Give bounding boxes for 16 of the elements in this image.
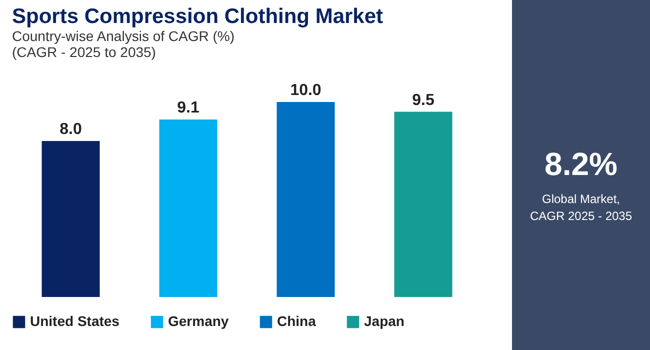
category-label: United States (30, 313, 120, 329)
text: 8.2% (544, 146, 618, 183)
data-label: 8.0 (60, 121, 82, 138)
chart-subtitle: Country-wise Analysis of CAGR (%) (CAGR - 2025 to 2035) (12, 28, 235, 60)
text: Global Market, CAGR 2025 - 2035 (530, 190, 632, 224)
data-label: 10.0 (290, 82, 322, 99)
bar (159, 120, 218, 297)
bar (42, 141, 100, 297)
bar (394, 112, 452, 297)
category-label: China (277, 313, 316, 329)
data-label: 9.1 (177, 100, 200, 117)
data-label: 9.5 (412, 92, 434, 109)
category-label: Germany (168, 313, 229, 329)
category-label: Japan (364, 313, 404, 329)
bar (276, 102, 335, 297)
chart-title: Sports Compression Clothing Market (12, 5, 384, 28)
